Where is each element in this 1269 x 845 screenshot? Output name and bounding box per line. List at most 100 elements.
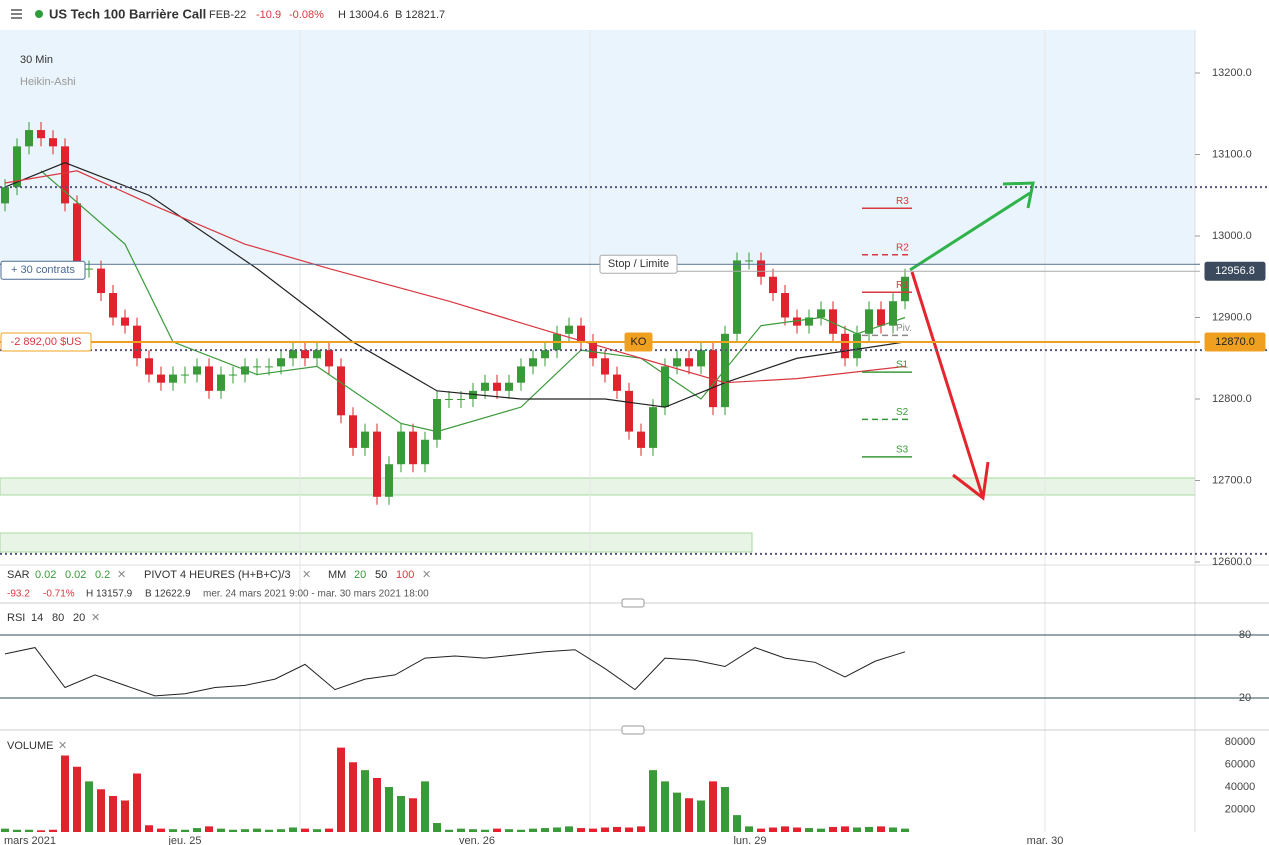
high: H 13004.6 — [338, 9, 389, 21]
candle-body — [589, 341, 597, 359]
candle-body — [85, 268, 93, 270]
candle-body — [769, 276, 777, 294]
info: B 12622.9 — [145, 589, 191, 600]
candle-body — [25, 130, 33, 147]
candle-body — [121, 317, 129, 326]
volume-bar — [193, 828, 201, 832]
moving-average — [4, 170, 906, 384]
volume-bar — [325, 828, 333, 832]
last-price-badge — [1204, 261, 1266, 281]
pane-resizer[interactable] — [621, 598, 645, 608]
y-tick-label: 80000 — [1225, 736, 1256, 748]
candle-body — [1, 187, 9, 204]
remove-icon[interactable]: ✕ — [58, 740, 67, 752]
position-badge-text: + 30 contrats — [11, 264, 75, 276]
volume-bar — [553, 827, 561, 832]
y-tick-label: 13100.0 — [1212, 148, 1252, 160]
candle-body — [229, 374, 237, 376]
candle-body — [73, 203, 81, 269]
pivot-label: R2 — [896, 242, 909, 253]
x-tick-label: ven. 26 — [459, 835, 495, 845]
volume-bar — [889, 827, 897, 832]
candle-body — [829, 309, 837, 334]
info: mer. 24 mars 2021 9:00 - mar. 30 mars 20… — [203, 589, 429, 600]
candle-body — [877, 309, 885, 326]
sar-param: 0.2 — [95, 569, 110, 581]
change: -10.9 — [256, 9, 281, 21]
pnl-badge-text: -2 892,00 $US — [11, 336, 82, 348]
remove-icon[interactable]: ✕ — [117, 569, 126, 581]
candle-body — [145, 358, 153, 375]
volume-bar — [133, 773, 141, 832]
volume-bar — [49, 829, 57, 832]
remove-icon[interactable]: ✕ — [422, 569, 431, 581]
candle-body — [253, 366, 261, 368]
menu-icon[interactable] — [11, 9, 22, 19]
support-zone — [0, 532, 753, 553]
contract: FEB-22 — [209, 9, 246, 21]
candle-body — [841, 333, 849, 359]
arrow-up — [909, 181, 1035, 272]
volume-bar — [685, 798, 693, 832]
candle-body — [781, 293, 789, 318]
candle-body — [805, 317, 813, 326]
pivot-label: PIVOT — [144, 569, 177, 581]
volume-bar — [721, 787, 729, 832]
volume-bar — [385, 787, 393, 832]
last-price-badge-text: 12956.8 — [1215, 265, 1255, 277]
candle-body — [409, 431, 417, 465]
volume-bar — [121, 800, 129, 832]
rsi-line — [4, 647, 906, 697]
volume-bar — [781, 826, 789, 832]
volume-bar — [289, 827, 297, 832]
sar-param: 0.02 — [35, 569, 56, 581]
volume-bar — [97, 789, 105, 832]
mm-label: MM — [328, 569, 346, 581]
moving-average — [4, 162, 906, 408]
candle-body — [37, 130, 45, 139]
volume-bar — [1, 828, 9, 832]
candle-body — [613, 374, 621, 391]
volume-bar — [745, 826, 753, 832]
candle-body — [277, 358, 285, 367]
candle-body — [565, 325, 573, 334]
pane-resizer[interactable] — [621, 725, 645, 735]
candle-body — [661, 366, 669, 408]
y-tick-label: 20 — [1239, 692, 1251, 704]
candle-body — [481, 382, 489, 391]
volume-bar — [433, 823, 441, 832]
volume-bar — [565, 826, 573, 832]
moving-average — [40, 170, 906, 433]
candle-body — [445, 399, 453, 400]
volume-bar — [169, 829, 177, 832]
sar-label: SAR — [7, 569, 30, 581]
info: H 13157.9 — [86, 589, 133, 600]
resistance-zone — [0, 30, 1195, 263]
rsi-label: RSI — [7, 612, 25, 624]
sar-param: 0.02 — [65, 569, 86, 581]
volume-bar — [361, 770, 369, 832]
remove-icon[interactable]: ✕ — [91, 612, 100, 624]
volume-bar — [229, 829, 237, 832]
volume-bar — [853, 827, 861, 832]
volume-bar — [649, 770, 657, 832]
volume-bar — [277, 829, 285, 832]
candle-body — [373, 431, 381, 497]
y-tick-label: 12600.0 — [1212, 556, 1252, 568]
volume-bar — [481, 829, 489, 832]
candle-body — [853, 333, 861, 359]
volume-bar — [265, 829, 273, 832]
x-tick-label: lun. 29 — [733, 835, 766, 845]
pivot-label: R1 — [896, 280, 909, 291]
interval[interactable]: 30 Min — [20, 54, 53, 66]
candle-body — [529, 358, 537, 367]
volume-bar — [85, 781, 93, 832]
volume-bar — [313, 829, 321, 832]
remove-icon[interactable]: ✕ — [302, 569, 311, 581]
volume-bar — [829, 826, 837, 832]
candle-body — [349, 415, 357, 448]
candle-body — [889, 301, 897, 326]
candle-body — [397, 431, 405, 465]
candle-body — [817, 309, 825, 318]
volume-bar — [601, 827, 609, 832]
